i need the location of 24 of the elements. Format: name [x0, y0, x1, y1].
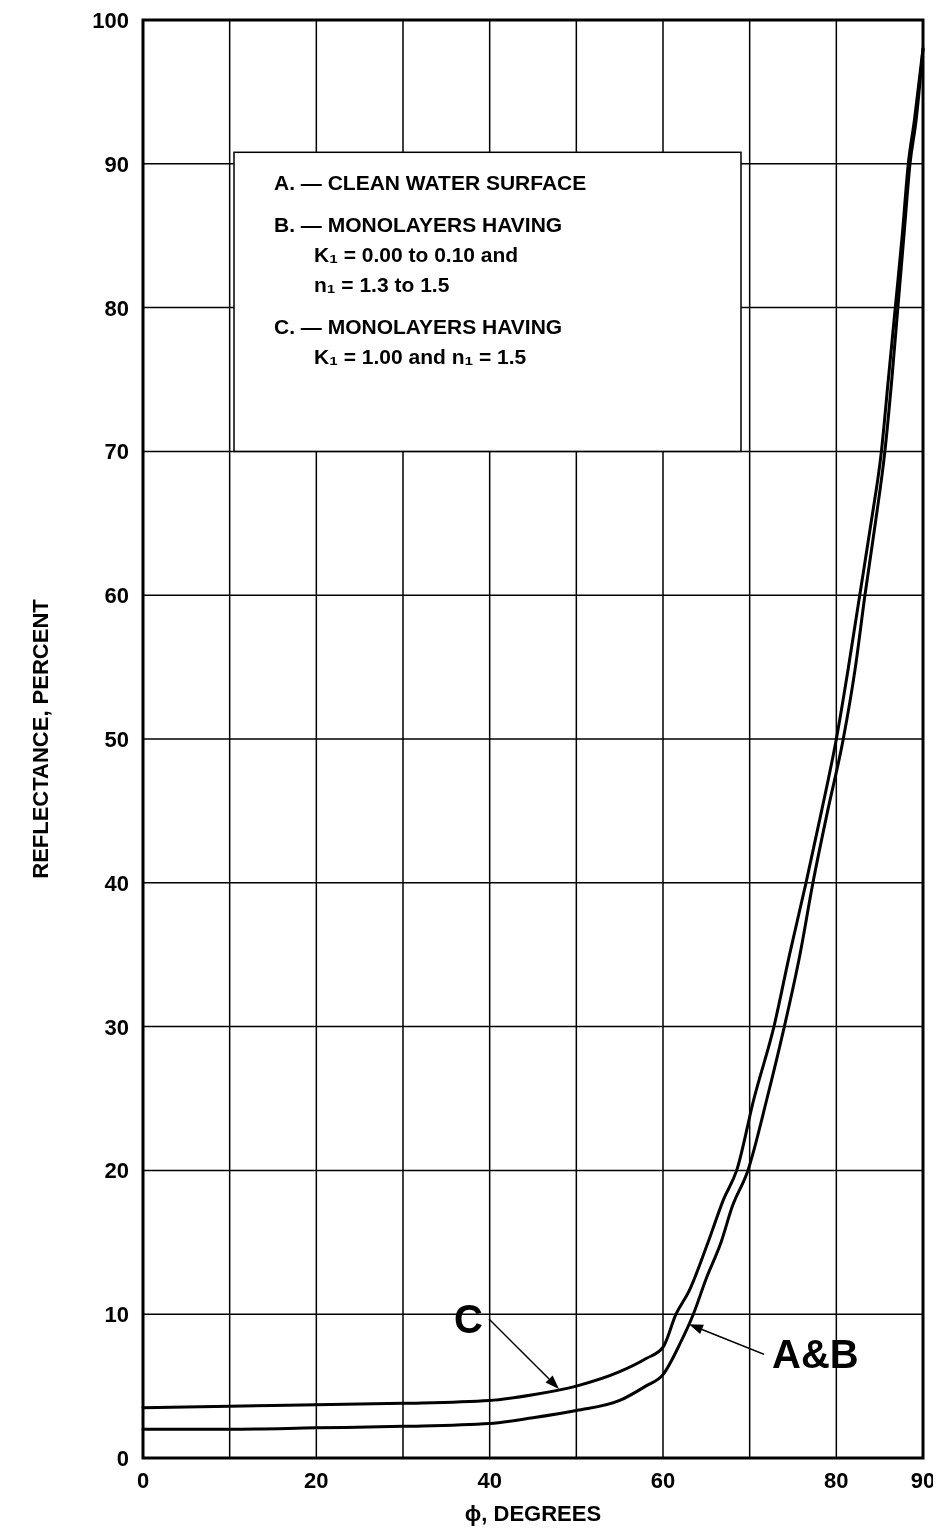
y-tick-label: 60 [104, 583, 129, 609]
y-tick-label: 30 [104, 1014, 129, 1040]
annotation: B. — MONOLAYERS HAVING [274, 213, 563, 237]
annotation: n₁ = 1.3 to 1.5 [314, 273, 450, 297]
annotation: K₁ = 0.00 to 0.10 and [314, 243, 519, 267]
x-axis-title: ϕ, DEGREES [464, 1501, 602, 1526]
annotation: C. — MONOLAYERS HAVING [274, 315, 563, 339]
y-axis-title: REFLECTANCE, PERCENT [28, 598, 53, 879]
y-tick-label: 40 [104, 870, 129, 896]
y-tick-label: 70 [104, 439, 129, 465]
x-tick-label: 20 [304, 1468, 329, 1493]
y-tick-label: 10 [104, 1302, 129, 1328]
x-tick-label: 60 [650, 1468, 676, 1493]
y-tick-label: 20 [104, 1158, 129, 1184]
y-tick-label: 90 [104, 151, 129, 177]
x-tick-label: 0 [136, 1468, 150, 1493]
x-tick-label: 80 [824, 1468, 849, 1493]
annotation: K₁ = 1.00 and n₁ = 1.5 [314, 345, 527, 369]
y-tick-label: 50 [104, 727, 129, 752]
x-tick-label: 40 [477, 1468, 502, 1493]
y-tick-label: 100 [92, 8, 129, 33]
y-tick-label: 80 [104, 295, 129, 321]
y-tick-label: 0 [116, 1446, 129, 1471]
annotation: A. — CLEAN WATER SURFACE [274, 171, 587, 195]
